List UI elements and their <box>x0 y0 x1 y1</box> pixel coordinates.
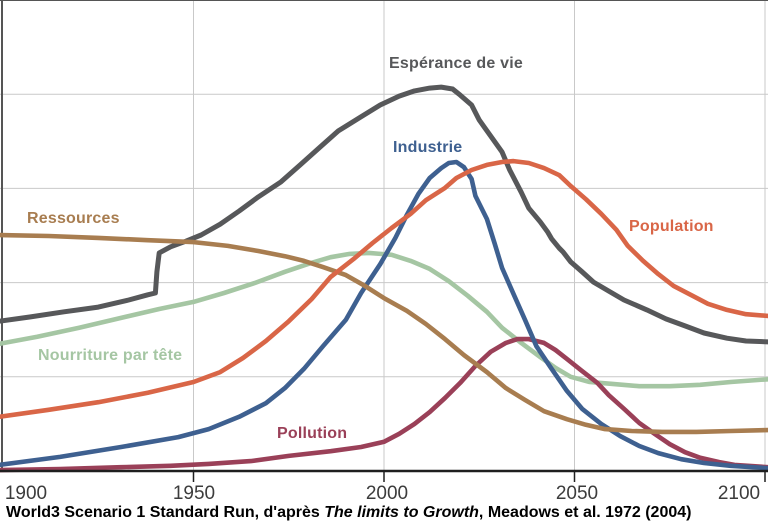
series-label-population: Population <box>629 218 714 235</box>
series-line-population <box>0 158 768 420</box>
x-tick-label-2050: 2050 <box>555 483 599 504</box>
chart-caption: World3 Scenario 1 Standard Run, d'après … <box>6 504 691 522</box>
series-label-esperance-de-vie: Espérance de vie <box>389 55 523 72</box>
series-label-pollution: Pollution <box>277 425 348 442</box>
series-label-industrie: Industrie <box>393 139 463 156</box>
caption-text-regular-2: , Meadows et al. 1972 (2004) <box>478 504 692 521</box>
x-tick-label-2100: 2100 <box>717 483 761 504</box>
x-tick-label-2000: 2000 <box>365 483 409 504</box>
series-label-ressources: Ressources <box>27 210 120 227</box>
series-line-esperance-de-vie <box>0 84 768 345</box>
series-line-ressources <box>0 232 768 435</box>
series-line-pollution <box>0 336 768 473</box>
x-tick-label-1900: 1900 <box>4 483 48 504</box>
series-label-nourriture-par-tete: Nourriture par tête <box>38 347 183 364</box>
series-line-nourriture-par-tete <box>0 250 768 389</box>
x-tick-label-1950: 1950 <box>172 483 216 504</box>
caption-text-regular-1: World3 Scenario 1 Standard Run, d'après <box>6 504 325 521</box>
caption-text-italic: The limits to Growth <box>324 504 479 521</box>
